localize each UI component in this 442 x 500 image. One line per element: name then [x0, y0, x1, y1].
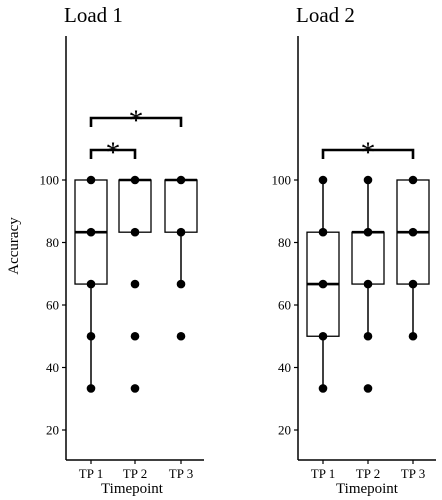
data-point — [363, 384, 373, 393]
data-point — [176, 331, 186, 341]
x-tick-label: TP 1 — [311, 466, 335, 481]
data-point — [86, 175, 96, 185]
y-tick-label: 20 — [46, 423, 59, 438]
y-tick-label: 40 — [46, 360, 59, 375]
significance-bracket — [321, 148, 415, 159]
box-body — [118, 179, 152, 233]
box-2 — [351, 180, 385, 337]
panel-load-1: Load 1 Accuracy Timepoint 20 40 60 80 100 TP … — [6, 3, 204, 497]
data-point — [318, 331, 328, 341]
x-tick-label: TP 2 — [356, 466, 380, 481]
data-point — [176, 175, 186, 185]
box-3 — [396, 179, 430, 337]
x-tick-label: TP 3 — [169, 466, 193, 481]
data-point — [176, 227, 186, 237]
data-point — [408, 227, 418, 237]
panel-load-2: Load 2 Timepoint 20 40 60 80 100 TP 1 TP 2 TP 3… — [272, 3, 436, 497]
data-point — [318, 175, 328, 185]
significance-star: * — [361, 136, 376, 169]
box-body — [351, 231, 385, 285]
x-axis-label: Timepoint — [336, 481, 399, 497]
y-tick-label: 80 — [278, 235, 291, 250]
data-point — [408, 175, 418, 185]
data-point — [363, 279, 373, 289]
data-point — [408, 279, 418, 289]
y-tick-label: 60 — [278, 298, 291, 313]
x-tick-label: TP 1 — [79, 466, 103, 481]
data-point — [86, 227, 96, 237]
data-point — [130, 227, 140, 237]
y-tick-label: 80 — [46, 235, 59, 250]
x-tick-label: TP 3 — [401, 466, 425, 481]
data-point — [408, 331, 418, 341]
box-2 — [118, 178, 152, 233]
significance-star: * — [129, 104, 144, 137]
significance-star: * — [106, 136, 121, 169]
y-tick-label: 100 — [272, 173, 292, 188]
data-point — [130, 175, 140, 185]
y-tick-label: 60 — [46, 298, 59, 313]
box-3 — [164, 178, 198, 285]
significance-bracket — [89, 148, 137, 159]
data-point — [363, 227, 373, 237]
y-axis-label: Accuracy — [6, 217, 22, 275]
data-point — [318, 227, 328, 237]
significance-bracket — [89, 116, 183, 127]
y-tick-label: 40 — [278, 360, 291, 375]
y-tick-label: 20 — [278, 423, 291, 438]
y-tick-label: 100 — [40, 173, 60, 188]
data-point — [363, 331, 373, 341]
x-tick-label: TP 2 — [123, 466, 147, 481]
data-point — [86, 279, 96, 289]
panel-title: Load 2 — [296, 3, 355, 27]
data-point — [86, 384, 96, 393]
data-point — [130, 331, 140, 341]
data-point — [86, 331, 96, 341]
data-point — [318, 384, 328, 393]
data-point — [318, 279, 328, 289]
data-point — [130, 384, 140, 393]
data-point — [176, 279, 186, 289]
x-axis-label: Timepoint — [101, 481, 164, 497]
data-point — [363, 175, 373, 185]
box-body — [164, 179, 198, 233]
panel-title: Load 1 — [64, 3, 123, 27]
data-point — [130, 279, 140, 289]
